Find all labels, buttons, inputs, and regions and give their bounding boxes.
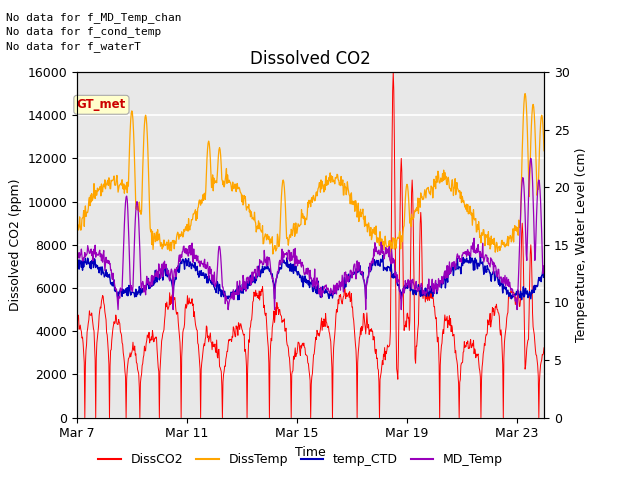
Text: No data for f_MD_Temp_chan: No data for f_MD_Temp_chan bbox=[6, 12, 182, 23]
Text: No data for f_cond_temp: No data for f_cond_temp bbox=[6, 26, 162, 37]
Legend: DissCO2, DissTemp, temp_CTD, MD_Temp: DissCO2, DissTemp, temp_CTD, MD_Temp bbox=[93, 448, 508, 471]
X-axis label: Time: Time bbox=[295, 446, 326, 459]
Text: No data for f_waterT: No data for f_waterT bbox=[6, 41, 141, 52]
Y-axis label: Temperature, Water Level (cm): Temperature, Water Level (cm) bbox=[575, 147, 588, 342]
Text: GT_met: GT_met bbox=[77, 98, 126, 111]
Title: Dissolved CO2: Dissolved CO2 bbox=[250, 49, 371, 68]
Y-axis label: Dissolved CO2 (ppm): Dissolved CO2 (ppm) bbox=[9, 179, 22, 311]
